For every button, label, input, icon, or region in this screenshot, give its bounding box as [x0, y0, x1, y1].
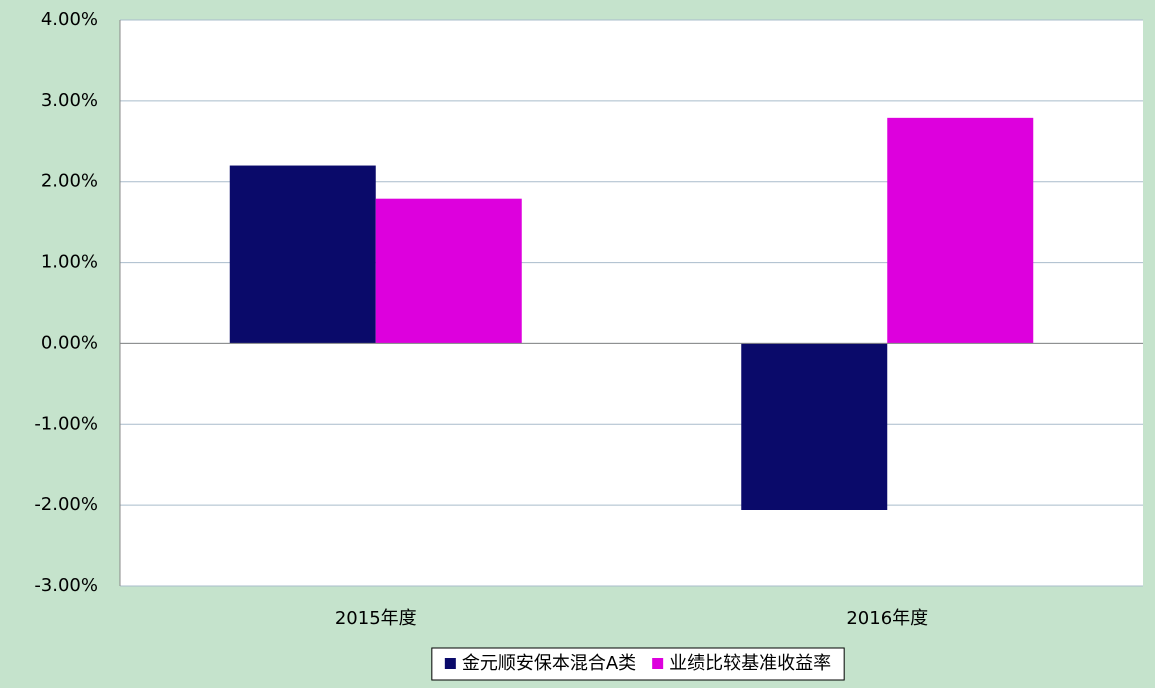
x-tick-label: 2016年度 — [846, 608, 928, 629]
bar — [741, 343, 888, 510]
x-tick-label: 2015年度 — [335, 608, 417, 629]
bar — [887, 117, 1034, 344]
bar — [375, 198, 522, 344]
y-tick-label: -3.00% — [34, 575, 98, 596]
y-tick-label: -2.00% — [34, 494, 98, 515]
y-tick-label: 4.00% — [41, 9, 98, 30]
y-tick-label: 0.00% — [41, 332, 98, 353]
y-tick-label: -1.00% — [34, 413, 98, 434]
legend-label: 业绩比较基准收益率 — [669, 653, 831, 674]
legend-swatch — [652, 658, 664, 669]
legend-box — [431, 647, 845, 681]
y-tick-label: 3.00% — [41, 90, 98, 111]
y-tick-label: 2.00% — [41, 171, 98, 192]
legend-label: 金元顺安保本混合A类 — [462, 653, 636, 674]
legend-swatch — [444, 658, 456, 669]
bar — [229, 165, 376, 344]
y-tick-label: 1.00% — [41, 252, 98, 273]
